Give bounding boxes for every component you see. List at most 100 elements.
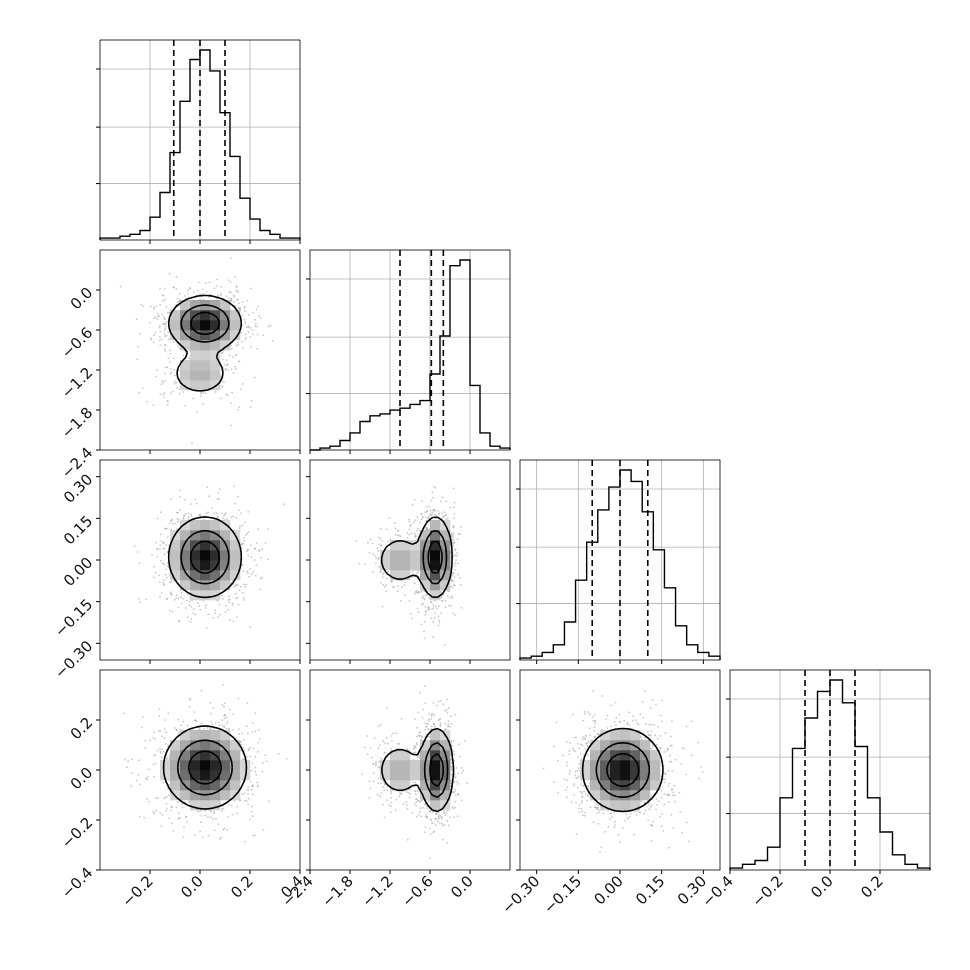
scatter-point: [237, 697, 240, 700]
density-cell: [390, 560, 401, 571]
scatter-point: [215, 285, 218, 287]
scatter-point: [225, 393, 228, 396]
scatter-point: [258, 314, 260, 317]
scatter-point: [261, 770, 264, 773]
scatter-point: [165, 527, 168, 530]
scatter-point: [218, 838, 221, 840]
contour-line: [167, 516, 243, 599]
density-cell: [430, 590, 441, 601]
scatter-point: [199, 298, 202, 301]
density-cell: [210, 760, 221, 771]
scatter-point: [250, 556, 253, 558]
scatter-point: [167, 357, 170, 360]
density-cell: [180, 740, 191, 751]
density-cell: [170, 320, 181, 331]
scatter-point: [441, 512, 443, 515]
scatter-point: [211, 723, 214, 725]
density-cell: [200, 750, 211, 761]
scatter-point: [383, 816, 386, 819]
scatter-point: [143, 816, 146, 819]
scatter-point: [247, 732, 249, 735]
scatter-point: [162, 541, 165, 544]
scatter-point: [432, 485, 435, 488]
scatter-point: [249, 746, 252, 749]
scatter-point: [164, 796, 167, 799]
scatter-point: [158, 548, 161, 550]
scatter-point: [411, 576, 413, 579]
density-cell: [210, 340, 221, 351]
scatter-point: [231, 391, 234, 394]
scatter-point: [175, 287, 178, 290]
scatter-point: [207, 511, 209, 514]
scatter-point: [210, 720, 213, 723]
scatter-point: [234, 592, 237, 595]
scatter-point: [237, 298, 240, 301]
scatter-point: [182, 517, 185, 520]
density-cell: [210, 790, 221, 801]
scatter-point: [249, 568, 251, 571]
scatter-point: [209, 701, 212, 704]
scatter-point: [220, 397, 222, 400]
density-cell: [170, 560, 181, 571]
scatter-point: [453, 584, 456, 587]
scatter-point: [428, 718, 430, 720]
scatter-point: [241, 564, 244, 566]
density-cell: [170, 750, 181, 761]
scatter-point: [215, 817, 217, 820]
scatter-point: [161, 313, 164, 315]
scatter-point: [253, 834, 256, 837]
density-cell: [230, 770, 241, 781]
scatter-point: [150, 305, 152, 308]
scatter-point: [409, 523, 412, 526]
scatter-point: [158, 326, 161, 329]
scatter-point: [252, 571, 255, 573]
scatter-point: [158, 339, 161, 342]
scatter-point: [144, 739, 147, 742]
scatter-point: [214, 609, 217, 612]
density-cell: [200, 800, 211, 811]
density-cell: [180, 550, 191, 561]
scatter-point: [177, 812, 180, 815]
scatter-point: [440, 500, 442, 503]
scatter-point: [176, 297, 179, 300]
scatter-point: [462, 769, 464, 772]
scatter-point: [165, 320, 168, 323]
scatter-point: [450, 580, 453, 583]
scatter-point: [450, 765, 453, 768]
contour-line: [177, 739, 233, 796]
scatter-point: [158, 708, 161, 711]
scatter-point: [250, 788, 253, 791]
scatter-point: [424, 614, 427, 616]
scatter-point: [170, 593, 173, 596]
scatter-point: [429, 512, 432, 515]
scatter-point: [133, 544, 136, 547]
scatter-point: [254, 318, 256, 321]
density-cell: [220, 570, 231, 581]
scatter-point: [166, 576, 168, 579]
scatter-point: [229, 619, 231, 622]
scatter-point: [172, 341, 175, 343]
density-cell: [180, 310, 191, 321]
scatter-point: [179, 489, 182, 492]
scatter-point: [203, 293, 205, 295]
scatter-point: [432, 621, 435, 623]
scatter-point: [243, 583, 245, 586]
scatter-point: [236, 616, 238, 618]
scatter-point: [416, 529, 419, 532]
scatter-point: [205, 290, 208, 293]
scatter-point: [447, 720, 450, 722]
scatter-point: [237, 495, 239, 498]
scatter-point: [246, 788, 249, 791]
scatter-point: [428, 596, 431, 599]
scatter-point: [259, 577, 262, 580]
density-cell: [180, 580, 191, 591]
scatter-point: [210, 712, 212, 715]
scatter-point: [156, 318, 159, 320]
scatter-point: [242, 301, 244, 303]
scatter-point: [252, 747, 255, 750]
scatter-point: [453, 506, 455, 508]
density-cell: [200, 350, 211, 361]
density-cell: [410, 540, 421, 551]
scatter-point: [184, 513, 187, 515]
scatter-point: [160, 383, 163, 386]
